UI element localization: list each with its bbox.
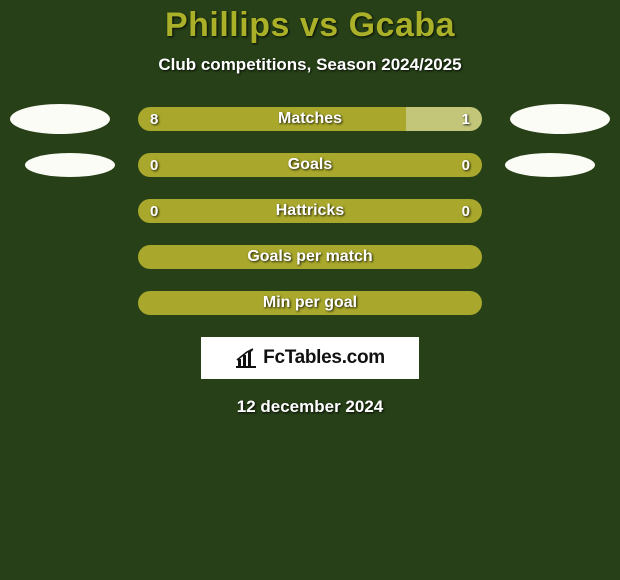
stats-container: Matches81 Goals00 Hattricks00 Goals per mat… — [0, 107, 620, 315]
stat-bar-right-segment — [406, 107, 482, 131]
stat-row: Hattricks00 — [0, 199, 620, 223]
comparison-widget: Phillips vs Gcaba Club competitions, Sea… — [0, 0, 620, 580]
stat-bar-left-segment — [138, 291, 482, 315]
player-oval-right — [505, 153, 595, 177]
stat-bar-left-segment — [138, 107, 406, 131]
stat-row: Min per goal — [0, 291, 620, 315]
player-oval-left — [10, 104, 110, 134]
subtitle: Club competitions, Season 2024/2025 — [0, 55, 620, 75]
stat-bar-left-segment — [138, 199, 482, 223]
stat-row: Matches81 — [0, 107, 620, 131]
stat-bar: Goals per match — [138, 245, 482, 269]
bar-chart-icon — [235, 348, 257, 368]
stat-bar: Hattricks00 — [138, 199, 482, 223]
stat-row: Goals00 — [0, 153, 620, 177]
logo-brand: FcTables — [263, 347, 342, 368]
stat-bar: Goals00 — [138, 153, 482, 177]
logo-box[interactable]: FcTables.com — [201, 337, 419, 379]
logo-text: FcTables.com — [263, 347, 385, 369]
player-oval-left — [25, 153, 115, 177]
date: 12 december 2024 — [0, 397, 620, 417]
stat-row: Goals per match — [0, 245, 620, 269]
stat-bar: Min per goal — [138, 291, 482, 315]
page-title: Phillips vs Gcaba — [0, 6, 620, 45]
stat-bar-left-segment — [138, 245, 482, 269]
logo-suffix: .com — [342, 347, 385, 368]
player-oval-right — [510, 104, 610, 134]
stat-bar: Matches81 — [138, 107, 482, 131]
stat-bar-left-segment — [138, 153, 482, 177]
